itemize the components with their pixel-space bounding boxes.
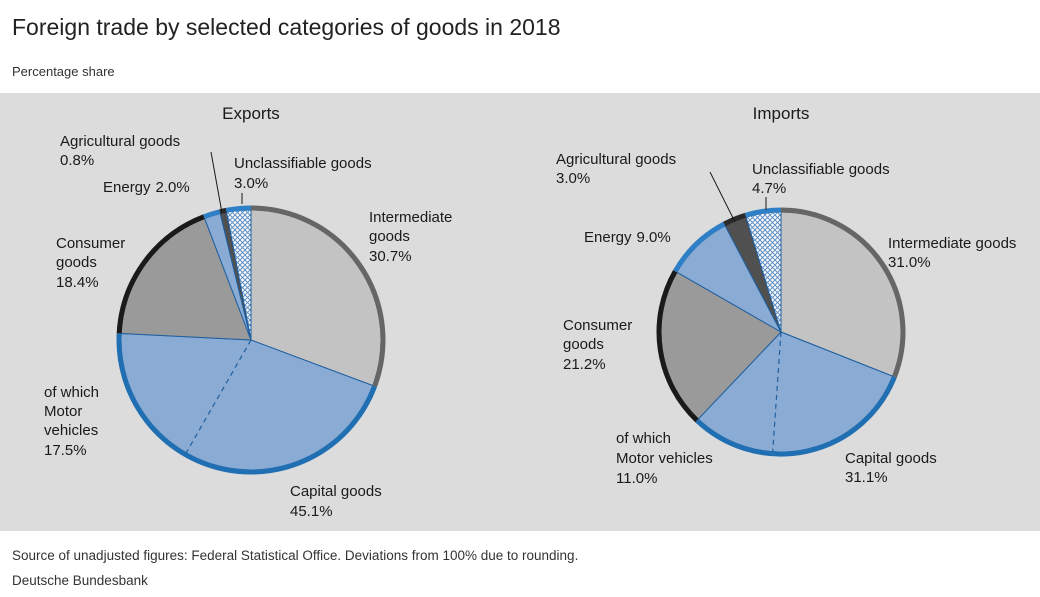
imports-motor-vehicles-divider	[772, 331, 782, 452]
exports-agri-leader	[210, 151, 223, 214]
exports-label-consumer-value: 18.4%	[56, 274, 99, 291]
exports-label-motor-value: 17.5%	[44, 442, 87, 459]
exports-label-inter-name-1: Intermediate	[369, 209, 452, 226]
publisher-note: Deutsche Bundesbank	[12, 573, 148, 588]
imports-label-unclass-name: Unclassifiable goods	[752, 161, 890, 178]
imports-rim-agricultural-goods	[723, 212, 747, 227]
imports-rim-capital-goods	[695, 375, 897, 457]
imports-label-energy-name: Energy	[584, 229, 632, 246]
exports-rim-energy	[203, 209, 221, 220]
exports-rim-capital-goods	[116, 333, 377, 475]
exports-motor-vehicles-divider	[185, 339, 252, 454]
exports-rim-agricultural-goods	[219, 207, 227, 215]
imports-label-agri-value: 3.0%	[556, 170, 590, 187]
exports-label-energy: Energy 2.0%	[103, 179, 190, 196]
chart-area: Exports Agricultural goods 0.8% Energy 2.…	[44, 104, 1016, 520]
imports-label-inter-value: 31.0%	[888, 254, 931, 271]
imports-label-agri-name: Agricultural goods	[556, 151, 676, 168]
imports-label-energy-value: 9.0%	[637, 229, 671, 246]
imports-pie	[656, 207, 906, 457]
exports-label-agri-value: 0.8%	[60, 152, 94, 169]
imports-label-motor-name: Motor vehicles	[616, 450, 713, 467]
imports-label-consumer-name-1: Consumer	[563, 317, 632, 334]
page-subtitle: Percentage share	[12, 64, 115, 79]
exports-label-capital-value: 45.1%	[290, 503, 333, 520]
exports-label-energy-name: Energy	[103, 179, 151, 196]
exports-label-unclass-value: 3.0%	[234, 175, 268, 192]
exports-label-capital-name: Capital goods	[290, 483, 382, 500]
imports-rim-intermediate-goods	[780, 207, 906, 378]
imports-label-motor-value: 11.0%	[616, 470, 657, 487]
exports-rim-unclassifiable-goods	[225, 205, 252, 213]
imports-label-inter-name: Intermediate goods	[888, 235, 1016, 252]
exports-labels: Agricultural goods 0.8% Energy 2.0% Uncla…	[44, 133, 452, 520]
imports-label-capital-name: Capital goods	[845, 450, 937, 467]
exports-label-inter-value: 30.7%	[369, 248, 412, 265]
exports-label-motor-pre: of which	[44, 384, 99, 401]
exports-callouts	[210, 151, 243, 214]
imports-label-consumer-name-2: goods	[563, 336, 604, 353]
imports-rim-energy	[673, 221, 726, 273]
exports-label-consumer-name-2: goods	[56, 254, 97, 271]
exports-pie	[116, 205, 386, 475]
source-note: Source of unadjusted figures: Federal St…	[12, 548, 579, 563]
exports-label-energy-value: 2.0%	[156, 179, 190, 196]
imports-label-unclass-value: 4.7%	[752, 180, 786, 197]
exports-label-unclass-name: Unclassifiable goods	[234, 155, 372, 172]
imports-agri-leader	[709, 171, 736, 223]
imports-rim-unclassifiable-goods	[744, 207, 782, 218]
exports-pie-title: Exports	[222, 104, 280, 123]
exports-rim-intermediate-goods	[250, 205, 386, 388]
exports-label-motor-name-1: Motor	[44, 403, 82, 420]
page-title: Foreign trade by selected categories of …	[12, 14, 561, 40]
imports-labels: Agricultural goods 3.0% Energy 9.0% Uncla…	[556, 151, 1016, 487]
imports-label-consumer-value: 21.2%	[563, 356, 606, 373]
imports-callouts	[709, 171, 767, 223]
exports-label-consumer-name-1: Consumer	[56, 235, 125, 252]
imports-label-motor-pre: of which	[616, 430, 671, 447]
imports-rim-consumer-goods	[656, 269, 699, 423]
exports-label-agri-name: Agricultural goods	[60, 133, 180, 150]
imports-label-energy: Energy 9.0%	[584, 229, 671, 246]
imports-pie-title: Imports	[753, 104, 810, 123]
exports-rim-consumer-goods	[116, 214, 205, 334]
exports-label-inter-name-2: goods	[369, 228, 410, 245]
exports-label-motor-name-2: vehicles	[44, 422, 98, 439]
imports-label-capital-value: 31.1%	[845, 469, 888, 486]
